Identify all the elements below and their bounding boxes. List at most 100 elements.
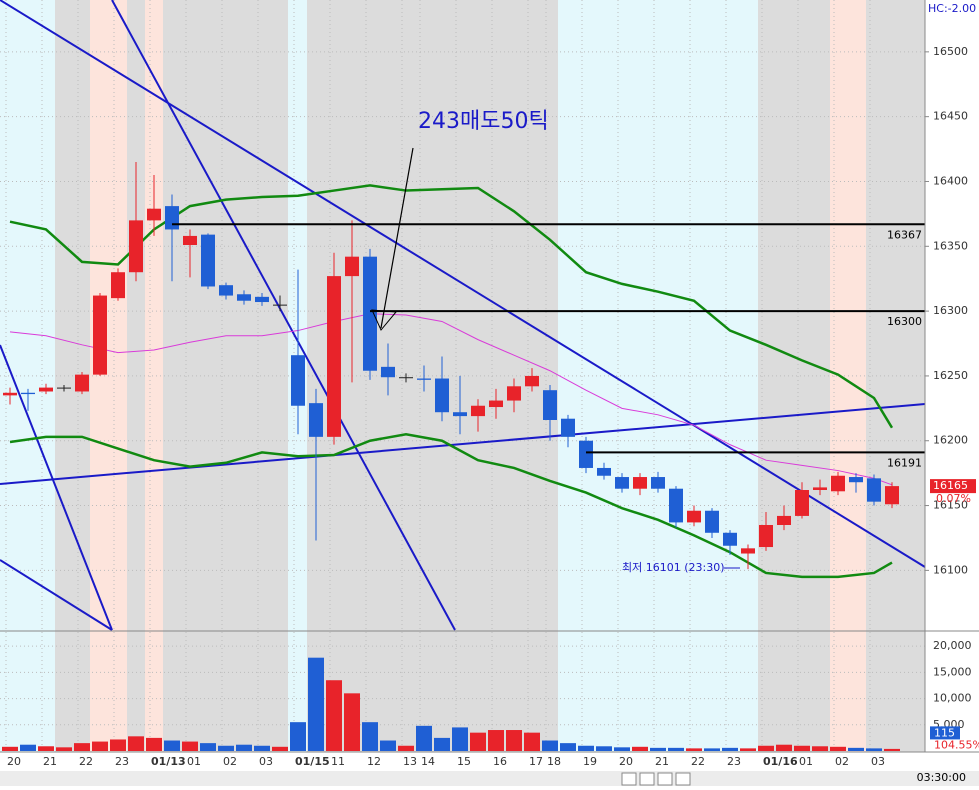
x-tick-label: 11 bbox=[331, 755, 345, 768]
volume-bar bbox=[722, 747, 738, 751]
x-tick-label: 20 bbox=[619, 755, 633, 768]
volume-bar bbox=[218, 745, 234, 751]
volume-bar bbox=[128, 736, 144, 751]
y-tick-label: 15,000 bbox=[933, 665, 972, 678]
candle-body bbox=[75, 374, 89, 392]
volume-bar bbox=[236, 744, 252, 751]
candle-body bbox=[687, 510, 701, 523]
lower-band bbox=[9, 432, 893, 579]
x-tick-label: 01 bbox=[799, 755, 813, 768]
candle-body bbox=[363, 256, 377, 371]
candle-body bbox=[39, 387, 53, 392]
candle-body bbox=[597, 467, 611, 476]
volume-bar bbox=[272, 746, 288, 751]
volume-bar bbox=[830, 746, 846, 751]
right-axis-bg bbox=[925, 0, 979, 786]
volume-bar bbox=[56, 747, 72, 751]
candle-body bbox=[651, 477, 665, 489]
x-tick-label: 03 bbox=[871, 755, 885, 768]
candle-body bbox=[453, 412, 467, 417]
candle-body bbox=[561, 418, 575, 437]
candle-body bbox=[129, 220, 143, 273]
x-tick-label: 18 bbox=[547, 755, 561, 768]
x-tick-label: 17 bbox=[529, 755, 543, 768]
volume-bar bbox=[740, 748, 756, 751]
candle-body bbox=[93, 295, 107, 375]
volume-bar bbox=[20, 744, 36, 751]
x-tick-label: 21 bbox=[43, 755, 57, 768]
x-tick-label: 12 bbox=[367, 755, 381, 768]
volume-bar bbox=[434, 737, 450, 751]
candle-body bbox=[165, 206, 179, 230]
change: 0.07% bbox=[936, 492, 971, 505]
axis: 16100 16150 16200 16250 16300 16350 16400 16450… bbox=[7, 45, 979, 768]
level-label: 16191 bbox=[887, 456, 922, 469]
y-tick-label: 16150 bbox=[933, 499, 968, 512]
candle-body bbox=[543, 390, 557, 420]
x-tick-label: 01/15 bbox=[295, 755, 330, 768]
volume-bar bbox=[254, 745, 270, 751]
volume-bar bbox=[668, 747, 684, 751]
volume-bar bbox=[794, 745, 810, 751]
candle-body bbox=[183, 235, 197, 245]
x-tick-label: 02 bbox=[223, 755, 237, 768]
x-tick-label: 01/13 bbox=[151, 755, 186, 768]
y-tick-label: 16100 bbox=[933, 563, 968, 576]
volume-tag bbox=[930, 726, 960, 740]
x-tick-label: 15 bbox=[457, 755, 471, 768]
y-tick-label: 16200 bbox=[933, 434, 968, 447]
candle-body bbox=[327, 276, 341, 437]
volume-bar bbox=[866, 748, 882, 751]
candle-body bbox=[831, 475, 845, 492]
candle-body bbox=[111, 272, 125, 299]
volume-bar bbox=[164, 740, 180, 751]
toolbar bbox=[0, 771, 979, 786]
volume-bar bbox=[416, 725, 432, 751]
plot: 16367 16300 16191 bbox=[2, 162, 925, 751]
candle-body bbox=[579, 440, 593, 468]
volume-bar bbox=[632, 746, 648, 751]
volume-bar bbox=[74, 743, 90, 751]
toolbar-buttons[interactable] bbox=[621, 772, 691, 786]
candle-body bbox=[147, 208, 161, 221]
candle-body bbox=[201, 234, 215, 287]
candle-body bbox=[885, 486, 899, 505]
candle-body bbox=[525, 375, 539, 387]
volume-bar bbox=[560, 743, 576, 751]
x-tick-label: 03 bbox=[259, 755, 273, 768]
candle-body bbox=[255, 296, 269, 303]
y-tick-label: 16350 bbox=[933, 239, 968, 252]
last-price-tag bbox=[930, 479, 976, 494]
x-tick-label: 20 bbox=[7, 755, 21, 768]
candle-body bbox=[777, 515, 791, 525]
candle-body bbox=[471, 405, 485, 417]
candle-body bbox=[489, 400, 503, 408]
x-tick-label: 22 bbox=[691, 755, 705, 768]
volume-bar bbox=[812, 746, 828, 751]
candle-body bbox=[741, 548, 755, 554]
candle-body bbox=[615, 477, 629, 489]
arrow-head bbox=[371, 309, 397, 331]
volume-bar bbox=[524, 732, 540, 751]
x-tick-label: 23 bbox=[727, 755, 741, 768]
y-tick-label: 16250 bbox=[933, 369, 968, 382]
y-tick-label: 16450 bbox=[933, 110, 968, 123]
clock: 03:30:00 bbox=[917, 771, 966, 784]
x-tick-label: 01/16 bbox=[763, 755, 798, 768]
volume-bar bbox=[758, 745, 774, 751]
candle-body bbox=[849, 477, 863, 483]
y-tick-label: 20,000 bbox=[933, 639, 972, 652]
candle-body bbox=[399, 377, 413, 379]
candle-body bbox=[669, 488, 683, 523]
volume-bar bbox=[362, 722, 378, 751]
candle-body bbox=[309, 403, 323, 437]
x-tick-label: 16 bbox=[493, 755, 507, 768]
x-tick-label: 14 bbox=[421, 755, 435, 768]
volume-bar bbox=[686, 748, 702, 751]
candle-body bbox=[237, 294, 251, 301]
candle-body bbox=[381, 366, 395, 378]
x-tick-label: 23 bbox=[115, 755, 129, 768]
level-label: 16300 bbox=[887, 315, 922, 328]
volume-bar bbox=[596, 746, 612, 751]
